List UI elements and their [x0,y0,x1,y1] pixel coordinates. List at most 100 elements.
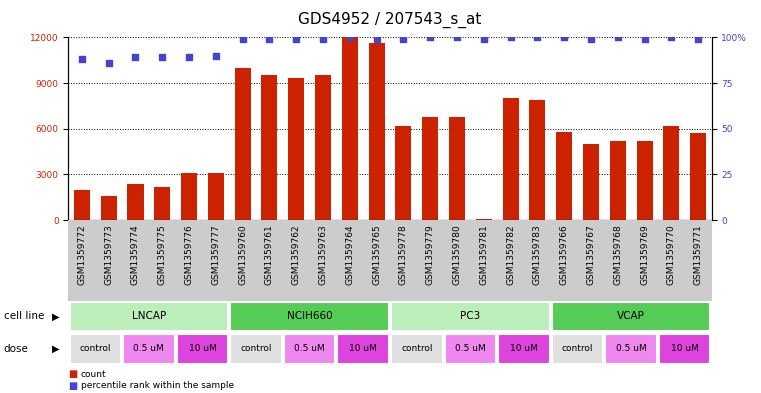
Text: VCAP: VCAP [617,311,645,321]
Text: 0.5 uM: 0.5 uM [455,343,486,353]
Bar [659,334,711,364]
Text: 0.5 uM: 0.5 uM [616,343,647,353]
Text: PC3: PC3 [460,311,480,321]
Bar [502,98,519,220]
Text: ▶: ▶ [52,344,59,354]
Text: GSM1359772: GSM1359772 [78,224,87,285]
Bar [583,144,599,220]
Bar [552,334,603,364]
Text: GSM1359768: GSM1359768 [613,224,622,285]
Bar [208,173,224,220]
Bar [69,302,228,331]
Point [129,54,142,61]
Point [531,34,543,40]
Point [76,56,88,62]
Bar [690,133,706,220]
Text: GSM1359781: GSM1359781 [479,224,489,285]
Bar [449,116,465,220]
Text: GSM1359777: GSM1359777 [212,224,221,285]
Bar [556,132,572,220]
Bar [337,334,389,364]
Text: GSM1359767: GSM1359767 [587,224,595,285]
Text: 0.5 uM: 0.5 uM [295,343,325,353]
Bar [391,334,443,364]
Text: NCIH660: NCIH660 [287,311,333,321]
Text: 10 uM: 10 uM [189,343,216,353]
Text: GSM1359762: GSM1359762 [291,224,301,285]
Text: GSM1359775: GSM1359775 [158,224,167,285]
Text: 0.5 uM: 0.5 uM [133,343,164,353]
Text: GSM1359760: GSM1359760 [238,224,247,285]
Bar [610,141,626,220]
Bar [123,334,174,364]
Text: ■: ■ [68,381,78,391]
Bar [342,37,358,220]
Text: GSM1359778: GSM1359778 [399,224,408,285]
Text: 10 uM: 10 uM [510,343,538,353]
Point [638,36,651,42]
Text: GSM1359774: GSM1359774 [131,224,140,285]
Point [263,36,275,42]
Bar [606,334,657,364]
Bar [396,126,412,220]
Bar [422,116,438,220]
Point [478,36,490,42]
Point [317,36,329,42]
Point [665,34,677,40]
Point [397,36,409,42]
Point [344,34,356,40]
Text: GSM1359765: GSM1359765 [372,224,381,285]
Bar [231,334,282,364]
Point [290,36,302,42]
Point [156,54,168,61]
Text: percentile rank within the sample: percentile rank within the sample [81,382,234,390]
Point [103,60,115,66]
Bar [177,334,228,364]
Text: cell line: cell line [4,311,44,321]
Text: GSM1359761: GSM1359761 [265,224,274,285]
Text: control: control [401,343,432,353]
Bar [69,334,121,364]
Bar [315,75,331,220]
Text: GSM1359771: GSM1359771 [693,224,702,285]
Text: ▶: ▶ [52,311,59,321]
Text: GSM1359780: GSM1359780 [453,224,461,285]
Text: GDS4952 / 207543_s_at: GDS4952 / 207543_s_at [298,12,482,28]
Point [612,34,624,40]
Bar [181,173,197,220]
Point [424,34,436,40]
Bar [498,334,549,364]
Text: GSM1359764: GSM1359764 [345,224,355,285]
Text: GSM1359773: GSM1359773 [104,224,113,285]
Text: count: count [81,370,107,378]
Bar [530,100,546,220]
Text: ■: ■ [68,369,78,379]
Bar [127,184,144,220]
Text: 10 uM: 10 uM [670,343,699,353]
Point [371,36,383,42]
Text: dose: dose [4,344,29,354]
Bar [154,187,170,220]
Bar [552,302,711,331]
Text: control: control [80,343,111,353]
Point [558,34,570,40]
Bar [391,302,549,331]
Text: LNCAP: LNCAP [132,311,166,321]
Text: GSM1359782: GSM1359782 [506,224,515,285]
Point [692,36,704,42]
Text: GSM1359766: GSM1359766 [559,224,568,285]
Bar [231,302,389,331]
Bar [636,141,653,220]
Bar [444,334,496,364]
Text: control: control [562,343,594,353]
Bar [664,126,680,220]
Text: GSM1359776: GSM1359776 [185,224,193,285]
Bar [100,196,116,220]
Point [183,54,195,61]
Bar [476,219,492,220]
Text: GSM1359770: GSM1359770 [667,224,676,285]
Bar [234,68,250,220]
Bar [74,189,90,220]
Text: GSM1359783: GSM1359783 [533,224,542,285]
Point [585,36,597,42]
